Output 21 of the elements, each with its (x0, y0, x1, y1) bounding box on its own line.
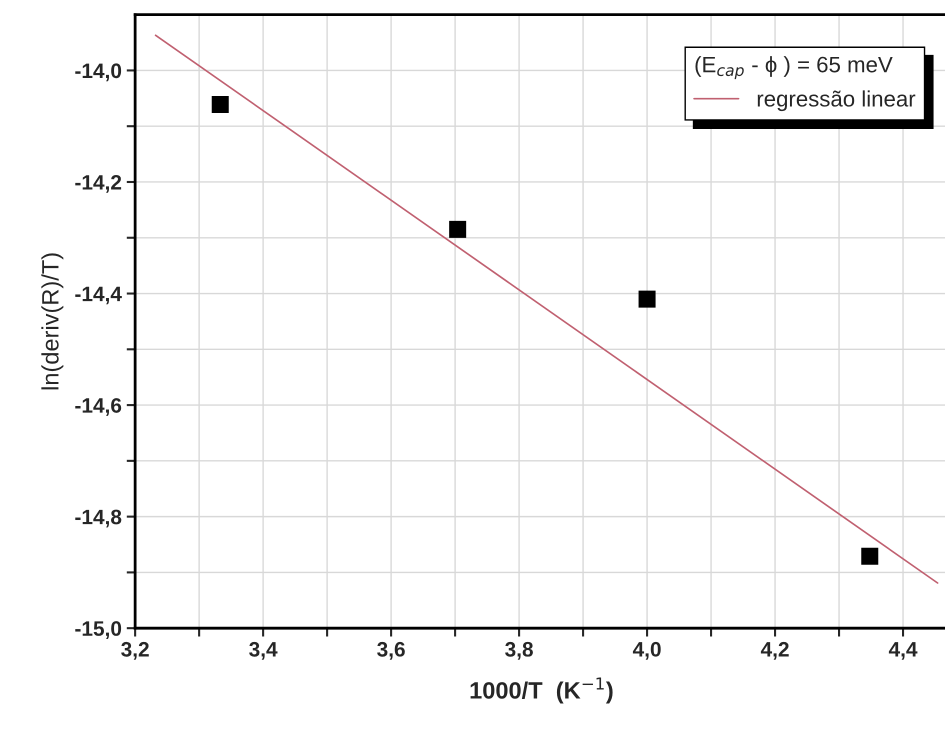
x-tick-label: 4,4 (888, 642, 918, 660)
point (449, 220, 466, 238)
y-tick-label: -14,4 (75, 286, 122, 304)
y-tick-label: -14,0 (75, 63, 122, 82)
y-tick-label: -15,0 (75, 621, 122, 639)
x-axis-title: 1000/T (K$^{−1}$) (470, 677, 613, 704)
y-tick-label: -14,8 (75, 510, 122, 528)
x-tick-label: 4,2 (760, 642, 789, 660)
y-tick-label: -14,6 (75, 398, 122, 416)
legend-label: regressão linear (758, 90, 916, 112)
x-tick-label: 3,4 (249, 642, 278, 660)
x-tick-label: 4,0 (632, 642, 661, 660)
point (212, 96, 229, 113)
point (638, 290, 656, 308)
legend-title: (E$_{cap}$ - ϕ ) = 65 meV (695, 56, 893, 80)
x-tick-label: 3,8 (505, 642, 533, 660)
x-tick-label: 3,6 (377, 642, 405, 660)
y-tick-label: -14,2 (75, 174, 122, 193)
point (861, 548, 878, 565)
y-axis-title: ln(deriv(R)/T) (41, 253, 64, 390)
x-tick-label: 3,2 (121, 642, 149, 660)
